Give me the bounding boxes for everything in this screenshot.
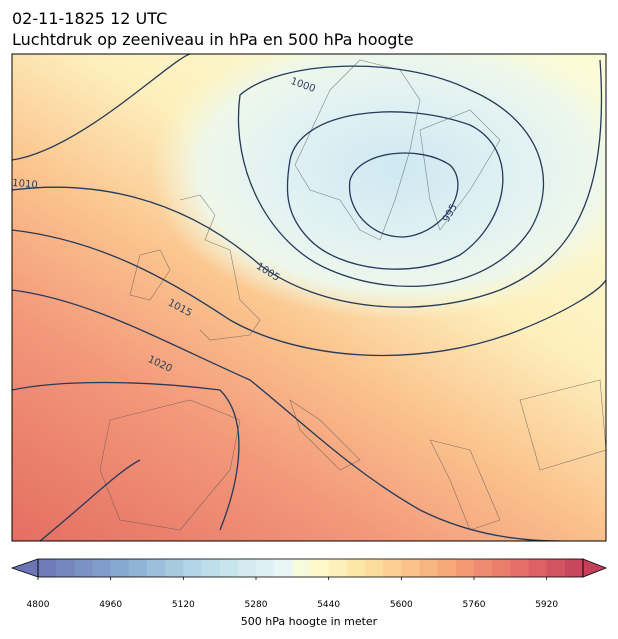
isobar	[12, 54, 191, 161]
isobar	[12, 289, 561, 541]
colorbar-bin	[183, 559, 202, 577]
isobar	[39, 459, 141, 541]
colorbar-bin	[237, 559, 257, 577]
colorbar-tick-label: 5120	[172, 600, 195, 610]
isobar	[12, 229, 606, 357]
colorbar-bin	[110, 559, 130, 577]
colorbar-bin	[492, 559, 511, 577]
colorbar-tick-label: 5280	[245, 600, 268, 610]
colorbar: 4800 4960 5120 5280 5440 5600 5760 5920 500 hPa …	[10, 558, 608, 628]
coastline	[99, 59, 606, 531]
colorbar-extend	[582, 558, 608, 578]
colorbar-bin	[383, 559, 402, 577]
map-frame	[11, 53, 607, 542]
colorbar-bin	[128, 559, 148, 577]
colorbar-bin	[328, 559, 348, 577]
colorbar-bin	[437, 559, 457, 577]
colorbar-bin	[274, 559, 293, 577]
title-line: 02-11-1825 12 UTC	[12, 9, 167, 28]
colorbar-tick-label: 4960	[99, 600, 122, 610]
colorbar-bin	[346, 559, 366, 577]
colorbar-bin	[546, 559, 566, 577]
colorbar-bin	[201, 559, 221, 577]
colorbar-bin	[455, 559, 475, 577]
colorbar-bin	[92, 559, 112, 577]
colorbar-bin	[292, 559, 311, 577]
colorbar-bin	[74, 559, 93, 577]
colorbar-extend	[10, 558, 39, 578]
colorbar-bin	[365, 559, 384, 577]
isobar	[12, 59, 603, 308]
colorbar-tick-label: 5760	[463, 600, 486, 610]
colorbar-bin	[310, 559, 330, 577]
isobar	[12, 381, 240, 531]
colorbar-tick-label: 5920	[535, 600, 558, 610]
colorbar-tick-label: 4800	[27, 600, 50, 610]
colorbar-bin	[528, 559, 548, 577]
colorbar-tick-label: 5600	[390, 600, 413, 610]
colorbar-bin	[147, 559, 166, 577]
colorbar-bin	[256, 559, 275, 577]
colorbar-bin	[401, 559, 420, 577]
colorbar-bin	[38, 559, 57, 577]
colorbar-bin	[474, 559, 493, 577]
colorbar-bin	[510, 559, 529, 577]
colorbar-frame	[37, 558, 584, 578]
height-low	[150, 54, 606, 320]
colorbar-bin	[219, 559, 239, 577]
colorbar-bin	[419, 559, 439, 577]
isobar	[237, 65, 544, 287]
isobar	[348, 152, 459, 238]
colorbar-bin	[56, 559, 75, 577]
contour-label: 1010	[12, 178, 38, 191]
colorbar-bin	[564, 559, 584, 577]
colorbar-tick-label: 5440	[317, 600, 340, 610]
colorbar-bin	[165, 559, 184, 577]
colorbar-label: 500 hPa hoogte in meter	[241, 615, 378, 628]
map: 1000 1010 1005 1015 1020 995	[12, 54, 606, 541]
title-line: Luchtdruk op zeeniveau in hPa en 500 hPa…	[12, 30, 414, 49]
isobar	[286, 111, 504, 270]
